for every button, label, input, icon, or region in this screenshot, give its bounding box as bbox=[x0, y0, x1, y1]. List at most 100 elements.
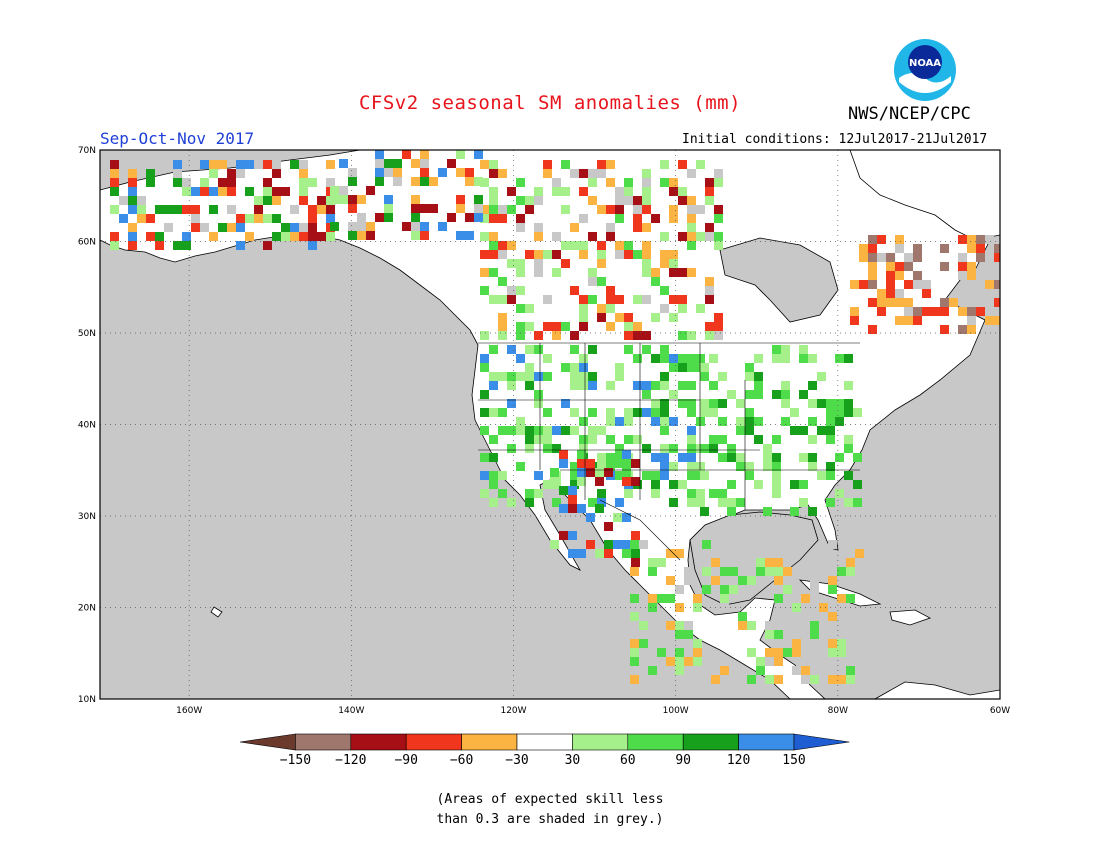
anomaly-cell bbox=[182, 178, 191, 187]
anomaly-cell bbox=[700, 444, 709, 453]
anomaly-cell bbox=[648, 567, 657, 576]
anomaly-cell bbox=[994, 244, 1000, 253]
anomaly-cell bbox=[687, 408, 696, 417]
anomaly-cell bbox=[375, 159, 384, 168]
anomaly-cell bbox=[745, 363, 754, 372]
anomaly-cell bbox=[498, 408, 507, 417]
colorbar-tick-label: −120 bbox=[335, 753, 366, 768]
anomaly-cell bbox=[747, 621, 756, 630]
anomaly-cell bbox=[480, 160, 489, 169]
anomaly-cell bbox=[588, 381, 597, 390]
lon-tick-label: 120W bbox=[500, 706, 526, 716]
anomaly-cell bbox=[604, 522, 613, 531]
colorbar-swatch bbox=[516, 733, 573, 751]
anomaly-cell bbox=[498, 313, 507, 322]
anomaly-cell bbox=[705, 295, 714, 304]
anomaly-cell bbox=[756, 567, 765, 576]
anomaly-cell bbox=[781, 417, 790, 426]
anomaly-cell bbox=[702, 567, 711, 576]
anomaly-cell bbox=[498, 241, 507, 250]
anomaly-cell bbox=[720, 675, 729, 684]
anomaly-cell bbox=[651, 354, 660, 363]
anomaly-cell bbox=[790, 426, 799, 435]
anomaly-cell bbox=[480, 178, 489, 187]
anomaly-cell bbox=[826, 417, 835, 426]
anomaly-cell bbox=[550, 477, 559, 486]
lat-tick-label: 30N bbox=[78, 512, 96, 522]
anomaly-cell bbox=[745, 408, 754, 417]
anomaly-cell bbox=[480, 363, 489, 372]
anomaly-cell bbox=[810, 612, 819, 621]
anomaly-cell bbox=[727, 390, 736, 399]
anomaly-cell bbox=[191, 214, 200, 223]
anomaly-cell bbox=[272, 169, 281, 178]
anomaly-cell bbox=[559, 531, 568, 540]
anomaly-cell bbox=[718, 453, 727, 462]
anomaly-cell bbox=[853, 453, 862, 462]
anomaly-cell bbox=[110, 205, 119, 214]
anomaly-cell bbox=[604, 540, 613, 549]
anomaly-cell bbox=[666, 621, 675, 630]
anomaly-cell bbox=[182, 232, 191, 241]
colorbar bbox=[239, 733, 850, 751]
anomaly-cell bbox=[696, 205, 705, 214]
anomaly-cell bbox=[675, 603, 684, 612]
anomaly-cell bbox=[597, 489, 606, 498]
anomaly-cell bbox=[705, 277, 714, 286]
anomaly-cell bbox=[498, 372, 507, 381]
anomaly-cell bbox=[711, 576, 720, 585]
anomaly-cell bbox=[480, 205, 489, 214]
anomaly-cell bbox=[958, 262, 967, 271]
anomaly-cell bbox=[904, 253, 913, 262]
anomaly-cell bbox=[550, 468, 559, 477]
anomaly-cell bbox=[348, 195, 357, 204]
anomaly-cell bbox=[290, 160, 299, 169]
anomaly-cell bbox=[660, 259, 669, 268]
anomaly-cell bbox=[895, 289, 904, 298]
anomaly-cell bbox=[516, 354, 525, 363]
anomaly-cell bbox=[146, 169, 155, 178]
anomaly-cell bbox=[209, 232, 218, 241]
anomaly-cell bbox=[642, 444, 651, 453]
anomaly-cell bbox=[110, 241, 119, 250]
anomaly-cell bbox=[588, 435, 597, 444]
anomaly-cell bbox=[588, 345, 597, 354]
anomaly-cell bbox=[819, 603, 828, 612]
anomaly-cell bbox=[633, 322, 642, 331]
anomaly-cell bbox=[660, 354, 669, 363]
anomaly-cell bbox=[774, 630, 783, 639]
anomaly-cell bbox=[700, 372, 709, 381]
anomaly-cell bbox=[669, 178, 678, 187]
anomaly-cell bbox=[299, 187, 308, 196]
anomaly-cell bbox=[559, 504, 568, 513]
anomaly-cell bbox=[828, 585, 837, 594]
anomaly-cell bbox=[456, 150, 465, 159]
anomaly-cell bbox=[480, 354, 489, 363]
anomaly-cell bbox=[570, 408, 579, 417]
anomaly-cell bbox=[420, 204, 429, 213]
anomaly-cell bbox=[687, 498, 696, 507]
anomaly-cell bbox=[781, 345, 790, 354]
anomaly-cell bbox=[754, 417, 763, 426]
anomaly-cell bbox=[615, 196, 624, 205]
anomaly-cell bbox=[895, 262, 904, 271]
anomaly-cell bbox=[631, 477, 640, 486]
anomaly-cell bbox=[498, 205, 507, 214]
anomaly-cell bbox=[684, 630, 693, 639]
anomaly-cell bbox=[675, 621, 684, 630]
anomaly-cell bbox=[718, 498, 727, 507]
anomaly-cell bbox=[687, 471, 696, 480]
anomaly-cell bbox=[570, 241, 579, 250]
anomaly-cell bbox=[660, 250, 669, 259]
anomaly-cell bbox=[543, 160, 552, 169]
anomaly-cell bbox=[366, 231, 375, 240]
anomaly-cell bbox=[615, 363, 624, 372]
anomaly-cell bbox=[489, 160, 498, 169]
anomaly-cell bbox=[534, 435, 543, 444]
anomaly-cell bbox=[696, 354, 705, 363]
anomaly-cell bbox=[666, 657, 675, 666]
anomaly-cell bbox=[588, 426, 597, 435]
anomaly-cell bbox=[579, 250, 588, 259]
initial-conditions-label: Initial conditions: 12Jul2017-21Jul2017 bbox=[682, 132, 988, 147]
anomaly-cell bbox=[586, 468, 595, 477]
